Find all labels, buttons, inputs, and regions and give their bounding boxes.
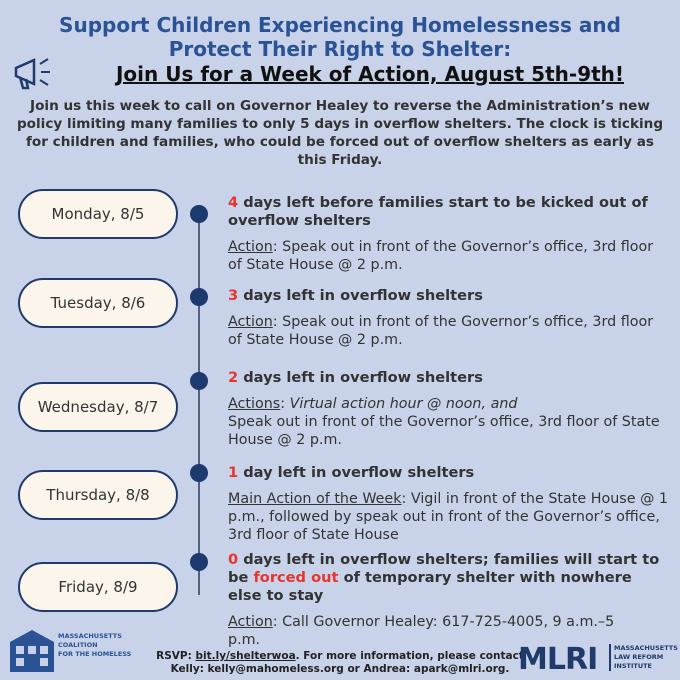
megaphone-icon — [14, 58, 50, 90]
rsvp-text: . For more information, please contact K… — [170, 650, 524, 675]
action-text: : Speak out in front of the Governor’s o… — [228, 239, 654, 273]
coalition-logo-icon — [10, 630, 54, 672]
day-block: 3 days left in overflow shelters Action:… — [228, 287, 668, 349]
logo-text: FOR THE HOMELESS — [58, 650, 132, 658]
timeline-dot — [190, 205, 208, 223]
date-pill: Tuesday, 8/6 — [18, 278, 178, 328]
headline-emphasis: forced out — [253, 569, 339, 586]
timeline — [198, 210, 200, 595]
count: 0 — [228, 551, 239, 568]
headline-text: days left in overflow shelters — [238, 287, 483, 304]
day-block: 0 days left in overflow shelters; famili… — [228, 551, 668, 649]
action-label: Action — [228, 239, 273, 255]
action-label: Action — [228, 314, 273, 330]
rsvp-text: RSVP: — [156, 650, 196, 662]
action: Action: Call Governor Healey: 617-725-40… — [228, 613, 628, 649]
action-text: : Speak out in front of the Governor’s o… — [228, 314, 654, 348]
headline-text: days left in overflow shelters; families… — [228, 551, 660, 586]
logo-text: COALITION — [58, 641, 98, 649]
count: 3 — [228, 287, 239, 304]
rsvp-link[interactable]: bit.ly/shelterwoa — [195, 650, 296, 662]
action: Action: Speak out in front of the Govern… — [228, 238, 668, 274]
rsvp: RSVP: bit.ly/shelterwoa. For more inform… — [150, 650, 530, 676]
day-block: 1 day left in overflow shelters Main Act… — [228, 464, 668, 544]
date-pill: Wednesday, 8/7 — [18, 382, 178, 432]
mlri-logo: MLRI — [518, 642, 598, 677]
logo-text: MASSACHUSETTS — [58, 632, 122, 640]
day-block: 4 days left before families start to be … — [228, 194, 668, 274]
action-text: Virtual action hour @ noon, and — [289, 396, 518, 412]
count: 1 — [228, 464, 239, 481]
count: 2 — [228, 369, 239, 386]
timeline-dot — [190, 553, 208, 571]
action: Actions: Virtual action hour @ noon, and… — [228, 395, 668, 449]
headline-text: day left in overflow shelters — [238, 464, 475, 481]
action-text: : Call Governor Healey: 617-725-4005, 9 … — [228, 614, 615, 648]
day-block: 2 days left in overflow shelters Actions… — [228, 369, 668, 449]
action: Action: Speak out in front of the Govern… — [228, 313, 668, 349]
timeline-dot — [190, 372, 208, 390]
action-label: Actions — [228, 396, 281, 412]
action-text: Speak out in front of the Governor’s off… — [228, 414, 660, 448]
logo-text: MASSACHUSETTS — [614, 644, 678, 652]
headline: 0 days left in overflow shelters; famili… — [228, 551, 668, 605]
logo-text: INSTITUTE — [614, 662, 652, 670]
timeline-dot — [190, 288, 208, 306]
date-pill: Monday, 8/5 — [18, 189, 178, 239]
subtitle: Join Us for a Week of Action, August 5th… — [115, 62, 625, 86]
headline-text: days left in overflow shelters — [238, 369, 483, 386]
mlri-name: MASSACHUSETTS LAW REFORM INSTITUTE — [609, 644, 678, 671]
action-text: : Vigil in front of the State House @ 1 … — [228, 491, 669, 543]
action-label: Main Action of the Week — [228, 491, 402, 507]
action-text: : — [280, 396, 290, 412]
headline: 2 days left in overflow shelters — [228, 369, 668, 387]
date-pill: Thursday, 8/8 — [18, 470, 178, 520]
action-label: Action — [228, 614, 273, 630]
headline: 3 days left in overflow shelters — [228, 287, 668, 305]
date-pill: Friday, 8/9 — [18, 562, 178, 612]
logo-text: LAW REFORM — [614, 653, 664, 661]
headline-text: of temporary shelter with nowhere else t… — [228, 569, 632, 604]
title-line: Support Children Experiencing Homelessne… — [59, 13, 621, 37]
coalition-logo: MASSACHUSETTS COALITION FOR THE HOMELESS — [58, 632, 131, 659]
intro: Join us this week to call on Governor He… — [16, 98, 664, 168]
title-line: Protect Their Right to Shelter: — [168, 37, 512, 61]
headline-text: days left before families start to be ki… — [228, 194, 648, 229]
headline: 4 days left before families start to be … — [228, 194, 668, 230]
count: 4 — [228, 194, 239, 211]
action: Main Action of the Week: Vigil in front … — [228, 490, 668, 544]
timeline-dot — [190, 464, 208, 482]
headline: 1 day left in overflow shelters — [228, 464, 668, 482]
